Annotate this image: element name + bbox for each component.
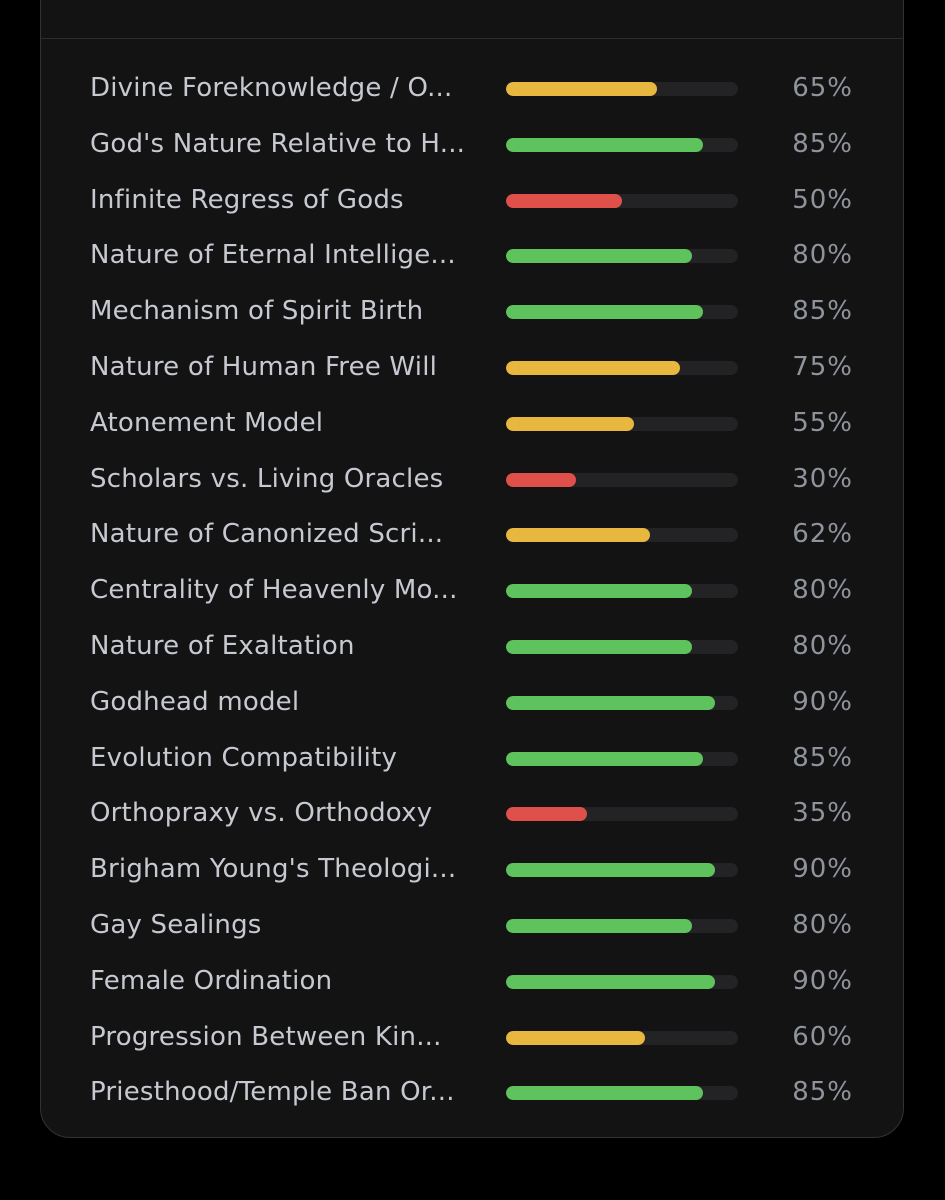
- item-label: Infinite Regress of Gods: [90, 184, 404, 215]
- list-item: God's Nature Relative to H... 85%: [0, 117, 945, 173]
- progress-fill: [506, 472, 576, 487]
- list-item: Godhead model 90%: [0, 675, 945, 731]
- progress-track: [506, 584, 738, 599]
- item-label: Nature of Eternal Intellige...: [90, 240, 456, 271]
- list-item: Scholars vs. Living Oracles 30%: [0, 452, 945, 508]
- list-item: Orthopraxy vs. Orthodoxy 35%: [0, 786, 945, 842]
- list-item: Infinite Regress of Gods 50%: [0, 173, 945, 229]
- percent-value: 75%: [792, 351, 853, 382]
- progress-fill: [506, 695, 715, 710]
- percent-value: 35%: [792, 798, 853, 829]
- item-label: God's Nature Relative to H...: [90, 128, 466, 159]
- progress-track: [506, 974, 738, 989]
- percent-value: 80%: [792, 909, 853, 940]
- item-label: Priesthood/Temple Ban Or...: [90, 1077, 455, 1108]
- progress-track: [506, 918, 738, 933]
- list-item: Atonement Model 55%: [0, 396, 945, 452]
- progress-track: [506, 639, 738, 654]
- progress-track: [506, 249, 738, 264]
- percent-value: 85%: [792, 742, 853, 773]
- progress-fill: [506, 974, 715, 989]
- progress-fill: [506, 1030, 646, 1045]
- item-label: Evolution Compatibility: [90, 742, 398, 773]
- list-item: Gay Sealings 80%: [0, 898, 945, 954]
- item-label: Nature of Exaltation: [90, 630, 355, 661]
- progress-fill: [506, 584, 692, 599]
- percent-value: 50%: [792, 184, 853, 215]
- item-label: Nature of Human Free Will: [90, 351, 438, 382]
- list-item: Divine Foreknowledge / O... 65%: [0, 61, 945, 117]
- progress-fill: [506, 305, 704, 320]
- item-label: Scholars vs. Living Oracles: [90, 463, 444, 494]
- item-label: Atonement Model: [90, 407, 324, 438]
- progress-track: [506, 1030, 738, 1045]
- item-label: Gay Sealings: [90, 909, 262, 940]
- progress-track: [506, 528, 738, 543]
- progress-track: [506, 82, 738, 96]
- percent-value: 90%: [792, 965, 853, 996]
- card-divider: [40, 38, 904, 39]
- score-list: Divine Foreknowledge / O... 65% God's Natu…: [0, 61, 945, 1121]
- progress-track: [506, 416, 738, 431]
- progress-fill: [506, 918, 692, 933]
- list-item: Nature of Exaltation 80%: [0, 619, 945, 675]
- progress-fill: [506, 528, 650, 543]
- list-item: Brigham Young's Theologi... 90%: [0, 842, 945, 898]
- scores-card: [40, 0, 904, 1138]
- percent-value: 85%: [792, 128, 853, 159]
- list-item: Centrality of Heavenly Mo... 80%: [0, 563, 945, 619]
- progress-track: [506, 1086, 738, 1101]
- item-label: Divine Foreknowledge / O...: [90, 73, 453, 103]
- item-label: Female Ordination: [90, 965, 333, 996]
- item-label: Centrality of Heavenly Mo...: [90, 575, 458, 606]
- item-label: Nature of Canonized Scri...: [90, 519, 444, 550]
- item-label: Orthopraxy vs. Orthodoxy: [90, 798, 433, 829]
- list-item: Female Ordination 90%: [0, 954, 945, 1010]
- progress-fill: [506, 807, 588, 822]
- progress-track: [506, 695, 738, 710]
- list-item: Evolution Compatibility 85%: [0, 731, 945, 787]
- progress-track: [506, 807, 738, 822]
- list-item: Nature of Human Free Will 75%: [0, 340, 945, 396]
- percent-value: 90%: [792, 686, 853, 717]
- progress-track: [506, 863, 738, 878]
- percent-value: 85%: [792, 1077, 853, 1108]
- progress-fill: [506, 863, 715, 878]
- progress-fill: [506, 416, 634, 431]
- percent-value: 80%: [792, 240, 853, 271]
- progress-fill: [506, 639, 692, 654]
- percent-value: 80%: [792, 630, 853, 661]
- list-item: Nature of Eternal Intellige... 80%: [0, 228, 945, 284]
- percent-value: 60%: [792, 1021, 853, 1052]
- progress-track: [506, 360, 738, 375]
- percent-value: 62%: [792, 519, 853, 550]
- percent-value: 80%: [792, 575, 853, 606]
- progress-track: [506, 751, 738, 766]
- progress-fill: [506, 360, 680, 375]
- list-item: Mechanism of Spirit Birth 85%: [0, 284, 945, 340]
- progress-fill: [506, 82, 657, 96]
- list-item: Nature of Canonized Scri... 62%: [0, 507, 945, 563]
- progress-fill: [506, 1086, 704, 1101]
- progress-fill: [506, 249, 692, 264]
- progress-track: [506, 472, 738, 487]
- progress-fill: [506, 137, 704, 152]
- progress-track: [506, 193, 738, 208]
- list-item: Priesthood/Temple Ban Or... 85%: [0, 1065, 945, 1121]
- percent-value: 65%: [792, 73, 853, 103]
- percent-value: 90%: [792, 854, 853, 885]
- progress-track: [506, 137, 738, 152]
- item-label: Brigham Young's Theologi...: [90, 854, 457, 885]
- item-label: Progression Between Kin...: [90, 1021, 442, 1052]
- list-item: Progression Between Kin... 60%: [0, 1010, 945, 1066]
- percent-value: 85%: [792, 296, 853, 327]
- progress-fill: [506, 751, 704, 766]
- item-label: Mechanism of Spirit Birth: [90, 296, 424, 327]
- percent-value: 55%: [792, 407, 853, 438]
- item-label: Godhead model: [90, 686, 300, 717]
- progress-track: [506, 305, 738, 320]
- percent-value: 30%: [792, 463, 853, 494]
- progress-fill: [506, 193, 622, 208]
